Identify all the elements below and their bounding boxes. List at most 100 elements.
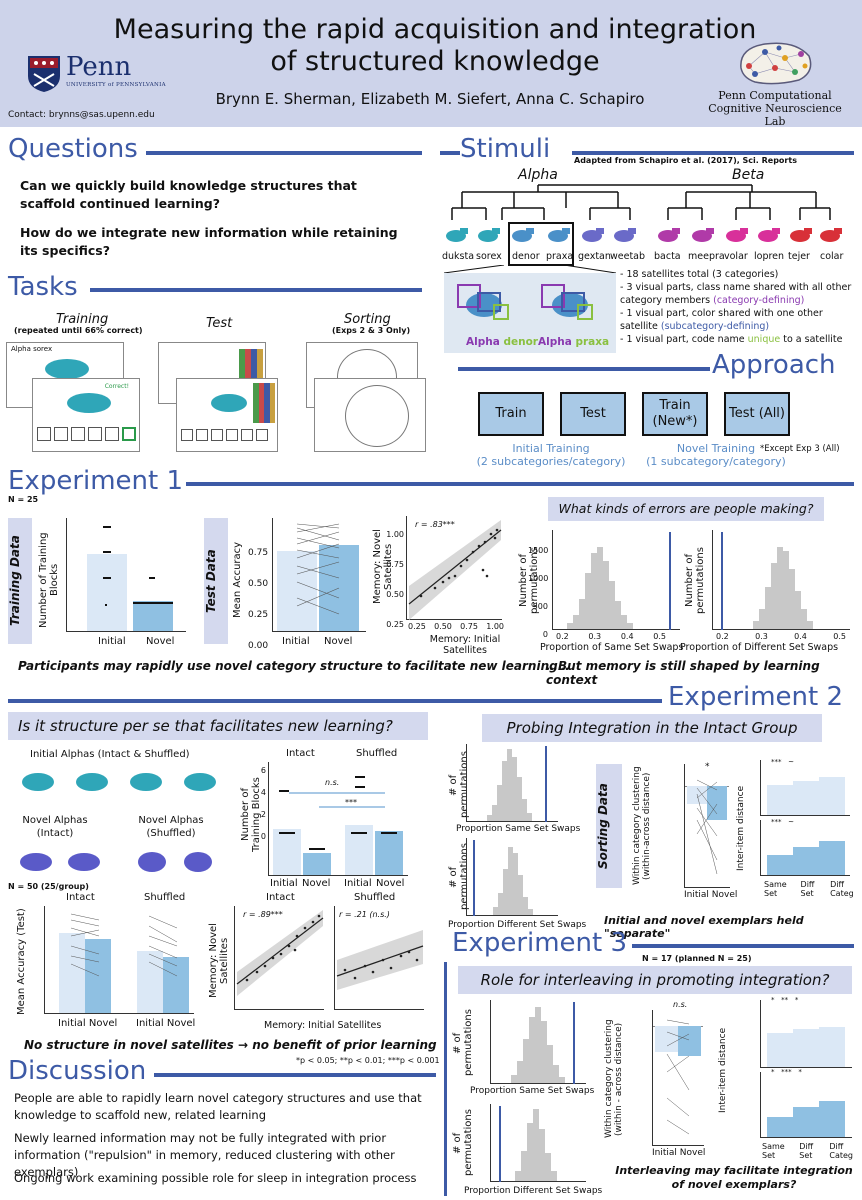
approach-test-all: Test (All) bbox=[724, 392, 790, 436]
choice-row bbox=[37, 427, 137, 447]
hist1-chart bbox=[552, 530, 680, 630]
exp2-clust-chart: * bbox=[684, 762, 730, 888]
training-screen-2: Correct! bbox=[32, 378, 140, 452]
hist1-xticks: 0.2 0.3 0.4 0.5 bbox=[556, 632, 666, 641]
exp2-acc-intact-label: Intact bbox=[66, 892, 95, 903]
exp1-scatter-yticks: 1.00 0.75 0.50 0.25 bbox=[386, 530, 404, 629]
contact: Contact: brynns@sas.upenn.edu bbox=[8, 110, 155, 120]
exp1-train-chart bbox=[66, 518, 186, 632]
penn-shield-icon bbox=[28, 56, 60, 92]
bar-initial bbox=[87, 554, 127, 631]
approach-initial: Initial Training (2 subcategories/categor… bbox=[476, 442, 626, 468]
exp1-test-chart bbox=[272, 518, 366, 632]
exp3-clust-chart: n.s. bbox=[652, 1000, 704, 1146]
exp3-hist1-ylabel: # of permutations bbox=[452, 1009, 474, 1077]
bar-intact-initial bbox=[273, 829, 301, 875]
brain-network-icon bbox=[740, 42, 812, 85]
hist2-ylabel: Number of permutations bbox=[684, 547, 706, 615]
exp1-test-x-novel: Novel bbox=[324, 636, 353, 647]
approach-rule bbox=[458, 367, 710, 371]
discussion-rule bbox=[154, 1073, 436, 1077]
exp1-test-lines bbox=[296, 523, 340, 615]
sorting-data-tab: Sorting Data bbox=[596, 764, 622, 888]
exp3-dist-chart-2: * *** * bbox=[760, 1068, 852, 1138]
exp2-dist-chart-2: *** ~ bbox=[760, 818, 850, 876]
exp3-side-rule bbox=[444, 962, 447, 1196]
exp1-n: N = 25 bbox=[8, 495, 39, 504]
exp3-hist2-xlabel: Proportion Different Set Swaps bbox=[464, 1186, 603, 1196]
exp2-dist-ylabel: Inter-item distance bbox=[736, 785, 746, 871]
novel-shuffled-label: Novel Alphas (Shuffled) bbox=[138, 815, 204, 839]
exp1-scatter-plot bbox=[408, 520, 502, 620]
exp2-mem-intact-label: Intact bbox=[266, 892, 295, 903]
questions-heading: Questions bbox=[8, 134, 138, 164]
exp2-blocks-chart: n.s. *** bbox=[268, 762, 408, 876]
exp1-train-ylabel: Number of Training Blocks bbox=[38, 532, 60, 628]
exp3-question: Role for interleaving in promoting integ… bbox=[458, 966, 852, 994]
initial-alphas-label: Initial Alphas (Intact & Shuffled) bbox=[30, 749, 190, 760]
category-tree bbox=[451, 184, 831, 220]
exp1-rule bbox=[186, 482, 854, 486]
exp2-rule bbox=[8, 699, 662, 703]
exp2-hist2-chart bbox=[466, 838, 558, 916]
satellite-names: duksta sorex denor praxa gextan weetab b… bbox=[442, 251, 844, 262]
exp2-mem-shuffled-label: Shuffled bbox=[354, 892, 396, 903]
test-label: Test bbox=[206, 316, 233, 331]
exp2-acc-shuffled-label: Shuffled bbox=[144, 892, 186, 903]
exp2-hist1-chart bbox=[466, 744, 558, 822]
exp2-clust-x: Initial Novel bbox=[684, 890, 738, 900]
approach-footnote: *Except Exp 3 (All) bbox=[760, 444, 840, 454]
exp2-mem-xlabel: Memory: Initial Satellites bbox=[264, 1020, 382, 1031]
exp1-x-novel: Novel bbox=[146, 636, 175, 647]
hist2-xticks: 0.2 0.3 0.4 0.5 bbox=[716, 632, 846, 641]
approach-test: Test bbox=[560, 392, 626, 436]
stimuli-citation: Adapted from Schapiro et al. (2017), Sci… bbox=[574, 156, 797, 165]
satellite-image bbox=[45, 359, 89, 379]
errors-question: What kinds of errors are people making? bbox=[548, 497, 824, 521]
hist2-xlabel: Proportion of Different Set Swaps bbox=[680, 642, 839, 653]
exp2-clust-lines bbox=[696, 779, 718, 875]
approach-novel: Novel Training (1 subcategory/category) bbox=[646, 442, 786, 468]
exp3-n: N = 17 (planned N = 25) bbox=[642, 954, 752, 963]
sorting-sub: (Exps 2 & 3 Only) bbox=[332, 326, 411, 335]
test-screen-2 bbox=[176, 378, 278, 452]
exp1-scatter-chart: r = .83*** bbox=[406, 516, 502, 620]
exp3-hist1-chart bbox=[490, 1000, 586, 1084]
satellite-image bbox=[211, 394, 247, 412]
test-choice-row bbox=[181, 429, 268, 441]
exp2-takeaway: No structure in novel satellites → no be… bbox=[24, 1038, 437, 1052]
lab-name: Penn Computational Cognitive Neuroscienc… bbox=[708, 89, 842, 128]
header-banner bbox=[0, 0, 862, 127]
exp2-mem-intact-plot bbox=[236, 910, 324, 996]
exp2-mem-intact-chart: r = .89*** bbox=[234, 906, 324, 1010]
stimuli-zoom-panel bbox=[444, 265, 616, 353]
exp1-scatter-xticks: 0.25 0.50 0.75 1.00 bbox=[408, 622, 504, 631]
exp2-acc-x-intact: Initial Novel bbox=[58, 1018, 118, 1029]
exp1-test-ticks: 0.75 0.50 0.25 0.00 bbox=[248, 548, 269, 651]
exp1-takeaway-2: …But memory is still shaped by learning … bbox=[546, 659, 820, 687]
test-data-tab: Test Data bbox=[204, 518, 228, 644]
exp2-x-intact-novel: Novel bbox=[302, 878, 331, 889]
hist2-chart bbox=[712, 530, 850, 630]
bar-initial bbox=[277, 551, 317, 631]
exp3-hist1-xlabel: Proportion Same Set Swaps bbox=[470, 1086, 595, 1096]
exp2-x-intact-initial: Initial bbox=[270, 878, 298, 889]
tasks-rule bbox=[90, 288, 422, 292]
bar-novel bbox=[678, 1026, 701, 1056]
exp2-hist2-xlabel: Proportion Different Set Swaps bbox=[448, 920, 587, 930]
satellite-image bbox=[67, 393, 111, 413]
highlighted-pair-box bbox=[508, 222, 574, 266]
tasks-heading: Tasks bbox=[8, 272, 78, 302]
beta-label: Beta bbox=[732, 167, 765, 183]
exp2-acc-ylabel: Mean Accuracy (Test) bbox=[16, 908, 27, 1016]
discussion-point-3: Ongoing work examining possible role for… bbox=[14, 1171, 417, 1185]
exp3-clust-x: Initial Novel bbox=[652, 1148, 706, 1158]
discussion-point-2: Newly learned information may not be ful… bbox=[14, 1131, 395, 1179]
exp2-structure-question: Is it structure per se that facilitates … bbox=[8, 712, 428, 740]
poster-title: Measuring the rapid acquisition and inte… bbox=[113, 14, 757, 77]
pvalue-legend: *p < 0.05; **p < 0.01; ***p < 0.001 bbox=[296, 1056, 440, 1065]
exp2-dist-xlabels: Same Set Diff Set Diff Categ bbox=[764, 880, 854, 898]
hist1-yticks: 1500 1000 500 0 bbox=[528, 546, 549, 639]
exp2-mem-ylabel: Memory: Novel Satellites bbox=[208, 923, 230, 999]
